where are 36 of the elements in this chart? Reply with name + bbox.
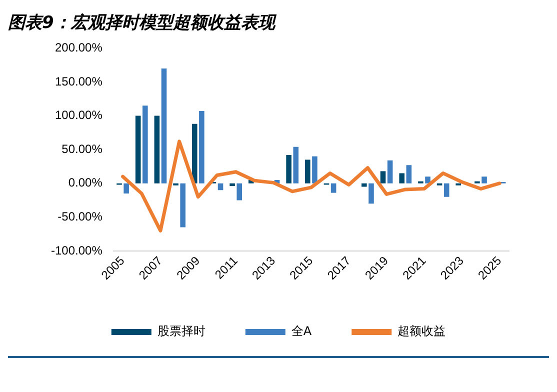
bar: [425, 176, 430, 184]
bar: [362, 183, 367, 187]
bar: [192, 124, 198, 184]
bar: [387, 160, 393, 184]
bar: [218, 183, 224, 190]
bar: [154, 116, 160, 184]
y-tick-label: -100.00%: [50, 243, 103, 258]
bar: [482, 176, 487, 184]
bar: [293, 146, 299, 184]
bar: [330, 183, 336, 193]
y-tick-label: 0.00%: [68, 176, 103, 190]
y-tick-label: 100.00%: [54, 108, 103, 122]
bar: [180, 183, 186, 228]
bar: [142, 106, 148, 184]
bar: [399, 173, 404, 184]
bar: [305, 160, 310, 184]
bar: [380, 171, 386, 184]
bar: [286, 154, 292, 184]
chart-title: 图表9：宏观择时模型超额收益表现: [8, 12, 278, 35]
bar: [312, 156, 318, 184]
bar: [236, 183, 242, 200]
bar: [230, 183, 235, 186]
bar: [135, 116, 141, 184]
bar: [444, 183, 450, 197]
y-tick-label: 50.00%: [62, 142, 103, 156]
legend-label: 股票择时: [157, 324, 206, 338]
bar: [368, 183, 374, 204]
legend-label: 超额收益: [398, 324, 446, 338]
y-tick-label: 150.00%: [54, 74, 103, 88]
y-tick-label: 200.00%: [54, 40, 103, 55]
bar: [161, 68, 167, 184]
legend-label: 全A: [291, 324, 312, 338]
bar: [124, 183, 129, 194]
y-tick-label: -50.00%: [58, 209, 103, 224]
bar: [199, 111, 204, 184]
bar: [406, 165, 412, 184]
